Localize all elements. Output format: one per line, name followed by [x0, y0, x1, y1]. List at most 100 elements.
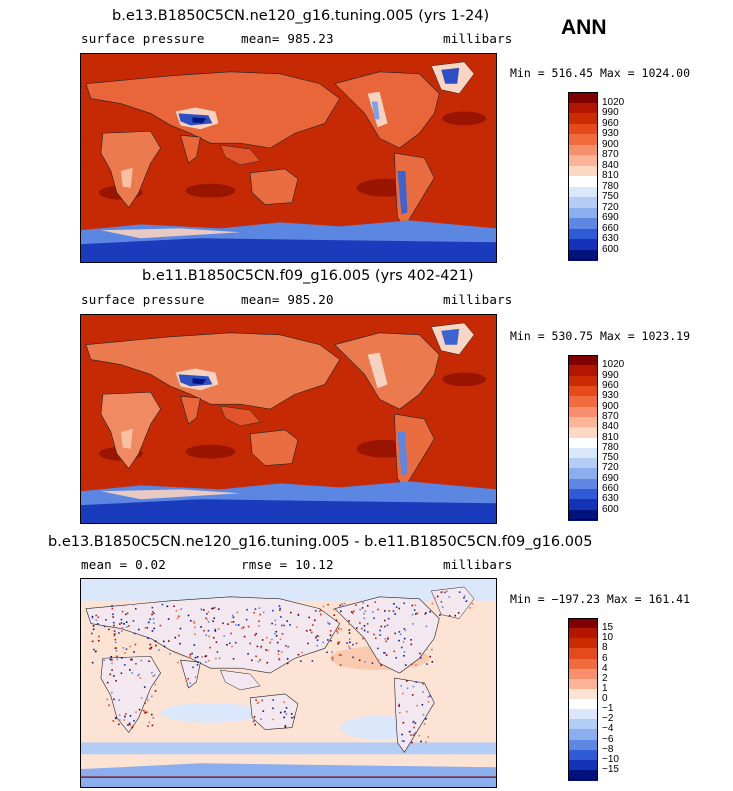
noise-speck [138, 628, 140, 631]
panel2-colorbar: 1020 990 960 930 900 870 840 810 780 750 720 690 660… [568, 355, 628, 521]
noise-speck [116, 658, 119, 661]
noise-speck [414, 613, 417, 615]
colorbar-label: 720 [602, 201, 619, 213]
noise-speck [152, 618, 155, 620]
noise-speck [309, 629, 312, 631]
noise-speck [272, 718, 274, 721]
noise-speck [166, 605, 169, 608]
colorbar-label: 6 [602, 652, 608, 664]
noise-speck [383, 619, 386, 622]
colorbar-label: 780 [602, 180, 619, 192]
noise-speck [257, 660, 260, 663]
noise-speck [293, 716, 295, 719]
panel3-mean-label: mean = 0.02 [81, 557, 166, 572]
noise-speck [392, 610, 395, 612]
noise-speck [129, 645, 131, 648]
noise-speck [386, 624, 389, 627]
noise-speck [123, 623, 125, 625]
noise-speck [111, 607, 114, 610]
noise-speck [253, 611, 255, 614]
colorbar-swatch [568, 406, 598, 418]
noise-speck [140, 659, 143, 662]
noise-speck [352, 610, 355, 612]
noise-speck [259, 659, 261, 661]
noise-speck [114, 641, 117, 644]
noise-speck [242, 626, 245, 629]
noise-speck [366, 622, 369, 625]
panel3-noise [90, 590, 474, 744]
noise-speck [153, 674, 156, 677]
colorbar-swatch [568, 375, 598, 387]
noise-speck [252, 720, 255, 722]
noise-speck [178, 634, 180, 637]
colorbar-label: −6 [602, 733, 614, 745]
noise-speck [317, 635, 319, 637]
noise-speck [120, 622, 123, 624]
noise-speck [287, 646, 289, 648]
colorbar-label: 720 [602, 462, 619, 474]
noise-speck [329, 634, 332, 636]
noise-speck [337, 627, 340, 630]
noise-speck [398, 712, 401, 714]
noise-speck [401, 740, 404, 742]
noise-speck [138, 708, 141, 711]
noise-speck [247, 653, 249, 655]
colorbar-swatch [568, 176, 598, 187]
noise-speck [338, 641, 341, 644]
panel2-map-image [81, 315, 496, 523]
noise-speck [448, 614, 451, 617]
noise-speck [93, 648, 95, 651]
noise-speck [254, 608, 257, 610]
panel3-colorbar: 15 10 8 6 4 2 1 0 −1 −2 −4 −6 −8 −10 −15 [568, 618, 628, 781]
noise-speck [422, 691, 424, 693]
noise-speck [286, 620, 289, 622]
noise-speck [217, 608, 220, 611]
noise-speck [201, 656, 204, 658]
noise-speck [95, 614, 98, 617]
noise-speck [363, 612, 365, 615]
colorbar-label: 930 [602, 390, 619, 402]
noise-speck [328, 623, 331, 625]
colorbar-label: 810 [602, 431, 619, 443]
panel1-mean-label: mean= 985.23 [241, 31, 334, 46]
noise-speck [187, 614, 190, 617]
colorbar-swatch [568, 489, 598, 501]
noise-speck [377, 647, 379, 650]
noise-speck [151, 724, 154, 727]
noise-speck [339, 654, 342, 656]
noise-speck [384, 638, 387, 640]
panel1-map [80, 53, 497, 263]
noise-speck [214, 628, 217, 631]
noise-speck [330, 640, 332, 642]
noise-speck [274, 623, 277, 626]
colorbar-label: 660 [602, 222, 619, 234]
colorbar-swatch [568, 759, 598, 771]
noise-speck [380, 625, 383, 628]
noise-speck [284, 726, 287, 729]
noise-speck [401, 733, 403, 736]
noise-speck [215, 641, 218, 643]
noise-speck [249, 642, 251, 645]
noise-speck [145, 711, 148, 714]
noise-speck [127, 625, 130, 627]
noise-speck [121, 630, 123, 632]
noise-speck [274, 632, 276, 635]
noise-speck [297, 614, 300, 616]
noise-speck [147, 621, 150, 624]
noise-speck [350, 611, 353, 613]
panel1-title: b.e13.B1850C5CN.ne120_g16.tuning.005 (yr… [112, 8, 490, 24]
noise-speck [342, 604, 344, 607]
noise-speck [205, 655, 208, 657]
colorbar-label: 960 [602, 117, 619, 129]
noise-speck [404, 664, 407, 666]
noise-speck [187, 677, 189, 680]
noise-speck [126, 626, 128, 628]
colorbar-label: 840 [602, 421, 619, 433]
noise-speck [112, 720, 115, 722]
noise-speck [129, 715, 132, 717]
noise-speck [413, 609, 416, 611]
noise-speck [363, 617, 366, 620]
noise-speck [161, 603, 164, 606]
noise-speck [169, 652, 171, 655]
noise-speck [291, 716, 293, 719]
